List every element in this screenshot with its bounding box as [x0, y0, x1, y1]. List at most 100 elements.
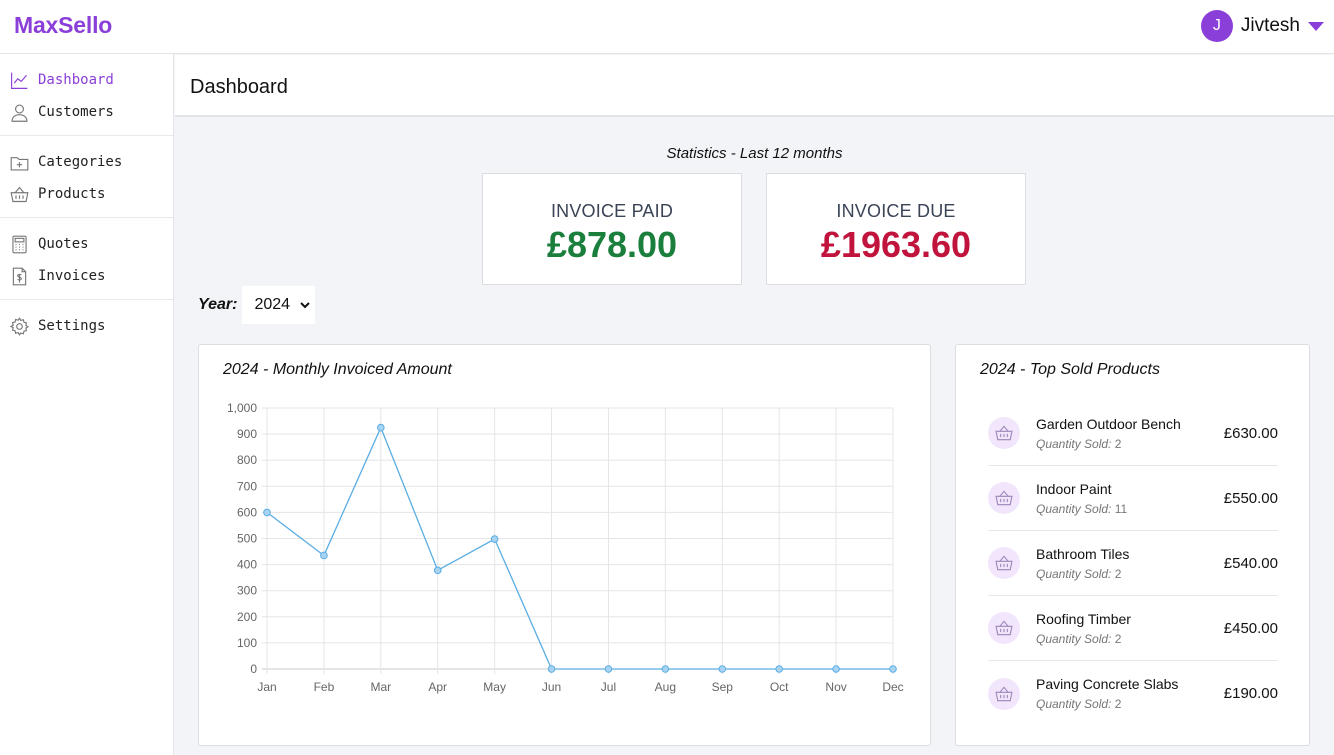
product-price: £190.00 [1223, 685, 1278, 702]
year-filter: Year: 2024 [198, 286, 316, 324]
list-item[interactable]: Paving Concrete Slabs Quantity Sold: 2 £… [988, 661, 1278, 726]
sidebar-item-invoices[interactable]: Invoices [0, 260, 173, 292]
data-point [320, 551, 328, 560]
qty-value: 11 [1114, 501, 1128, 516]
gear-icon [9, 316, 30, 336]
list-item[interactable]: Bathroom Tiles Quantity Sold: 2 £540.00 [988, 531, 1278, 596]
product-price: £450.00 [1223, 619, 1278, 637]
data-point [377, 423, 385, 432]
product-name: Paving Concrete Slabs [1036, 676, 1179, 692]
basket-icon [988, 677, 1020, 710]
invoice-due-label: INVOICE DUE [836, 201, 956, 221]
nav-group-catalog: Categories Products [0, 136, 173, 218]
product-name: Indoor Paint [1036, 480, 1112, 497]
x-tick-label: May [483, 680, 506, 694]
series-line [266, 425, 893, 670]
qty-value: 2 [1114, 631, 1122, 646]
top-products-title: 2024 - Top Sold Products [980, 361, 1160, 378]
product-qty: Quantity Sold: 2 [1036, 697, 1278, 711]
product-price: £540.00 [1223, 554, 1278, 572]
product-info: Paving Concrete Slabs Quantity Sold: 2 [1036, 676, 1278, 711]
y-tick-label: 900 [237, 427, 257, 441]
product-price: £550.00 [1223, 489, 1278, 507]
qty-label: Quantity Sold: [1036, 697, 1112, 711]
qty-label: Quantity Sold: [1036, 436, 1112, 451]
basket-icon [988, 417, 1020, 449]
folder-plus-icon [10, 156, 29, 171]
qty-label: Quantity Sold: [1036, 631, 1112, 646]
list-item[interactable]: Garden Outdoor Bench Quantity Sold: 2 £6… [988, 401, 1278, 466]
list-item[interactable]: Indoor Paint Quantity Sold: 11 £550.00 [988, 466, 1278, 531]
user-menu[interactable]: J Jivtesh [1200, 9, 1324, 43]
data-point [889, 665, 897, 673]
x-tick-label: Jul [601, 680, 616, 694]
sidebar-item-label: Products [38, 186, 106, 202]
invoice-paid-label: INVOICE PAID [550, 201, 674, 221]
qty-value: 2 [1114, 697, 1122, 711]
y-tick-label: 500 [237, 532, 257, 546]
x-tick-label: Dec [882, 680, 903, 694]
sidebar-item-dashboard[interactable]: Dashboard [0, 64, 173, 96]
nav-group-settings: Settings [0, 300, 173, 349]
x-tick-label: Sep [712, 680, 734, 694]
user-icon [11, 103, 28, 122]
y-tick-label: 0 [250, 662, 257, 676]
sidebar-item-settings[interactable]: Settings [0, 310, 173, 342]
sidebar-item-customers[interactable]: Customers [0, 96, 173, 128]
data-point [433, 566, 442, 575]
list-item[interactable]: Roofing Timber Quantity Sold: 2 £450.00 [988, 596, 1278, 661]
chart-line-icon [11, 72, 28, 89]
user-name[interactable]: Jivtesh [1240, 15, 1300, 36]
basket-icon [988, 482, 1020, 514]
product-info: Bathroom Tiles Quantity Sold: 2 [1036, 546, 1278, 581]
basket-icon [988, 612, 1020, 644]
product-info: Indoor Paint Quantity Sold: 11 [1036, 481, 1278, 516]
product-info: Roofing Timber Quantity Sold: 2 [1036, 611, 1278, 646]
sidebar-item-products[interactable]: Products [0, 178, 173, 210]
calculator-icon [12, 235, 27, 253]
product-name: Bathroom Tiles [1036, 545, 1130, 562]
avatar[interactable]: J [1200, 10, 1233, 42]
qty-value: 2 [1114, 566, 1122, 581]
year-select[interactable]: 2024 [242, 286, 316, 324]
product-price: £630.00 [1223, 424, 1278, 442]
data-point [661, 665, 670, 673]
product-info: Garden Outdoor Bench Quantity Sold: 2 [1036, 416, 1278, 451]
y-tick-label: 600 [237, 505, 257, 519]
data-point [547, 665, 556, 673]
data-point [263, 508, 271, 517]
invoice-due-card: INVOICE DUE £1963.60 [766, 173, 1026, 285]
sidebar-item-label: Dashboard [38, 72, 114, 88]
page-header: Dashboard [175, 55, 1334, 117]
caret-down-icon[interactable] [1308, 21, 1324, 31]
invoice-dollar-icon [12, 267, 27, 285]
data-point [832, 665, 840, 673]
product-qty: Quantity Sold: 2 [1036, 437, 1278, 451]
y-tick-label: 400 [237, 558, 257, 572]
sidebar-item-label: Settings [38, 318, 106, 334]
sidebar-item-quotes[interactable]: Quotes [0, 228, 173, 260]
y-tick-label: 200 [237, 610, 257, 624]
sidebar: Dashboard Customers Categories Products … [0, 54, 174, 755]
x-tick-label: Jun [542, 680, 561, 694]
invoice-paid-card: INVOICE PAID £878.00 [482, 173, 742, 285]
x-tick-label: Apr [428, 680, 447, 694]
top-bar: MaxSello J Jivtesh [0, 0, 1334, 54]
top-products-panel: 2024 - Top Sold Products Garden Outdoor … [955, 344, 1310, 746]
y-tick-label: 100 [237, 636, 257, 650]
sidebar-item-categories[interactable]: Categories [0, 146, 173, 178]
y-tick-label: 1,000 [227, 401, 257, 415]
qty-label: Quantity Sold: [1036, 566, 1112, 581]
y-tick-label: 700 [237, 479, 257, 493]
nav-group-main: Dashboard Customers [0, 54, 173, 136]
y-tick-label: 800 [237, 453, 257, 467]
x-tick-label: Aug [655, 680, 676, 694]
x-tick-label: Feb [314, 680, 335, 694]
y-tick-label: 300 [237, 584, 257, 598]
basket-icon [10, 186, 29, 202]
brand-logo[interactable]: MaxSello [14, 12, 113, 38]
year-selected-value: 2024 [254, 296, 291, 313]
stats-heading: Statistics - Last 12 months [666, 145, 843, 162]
monthly-chart-title: 2024 - Monthly Invoiced Amount [223, 361, 452, 378]
data-point [775, 665, 783, 673]
